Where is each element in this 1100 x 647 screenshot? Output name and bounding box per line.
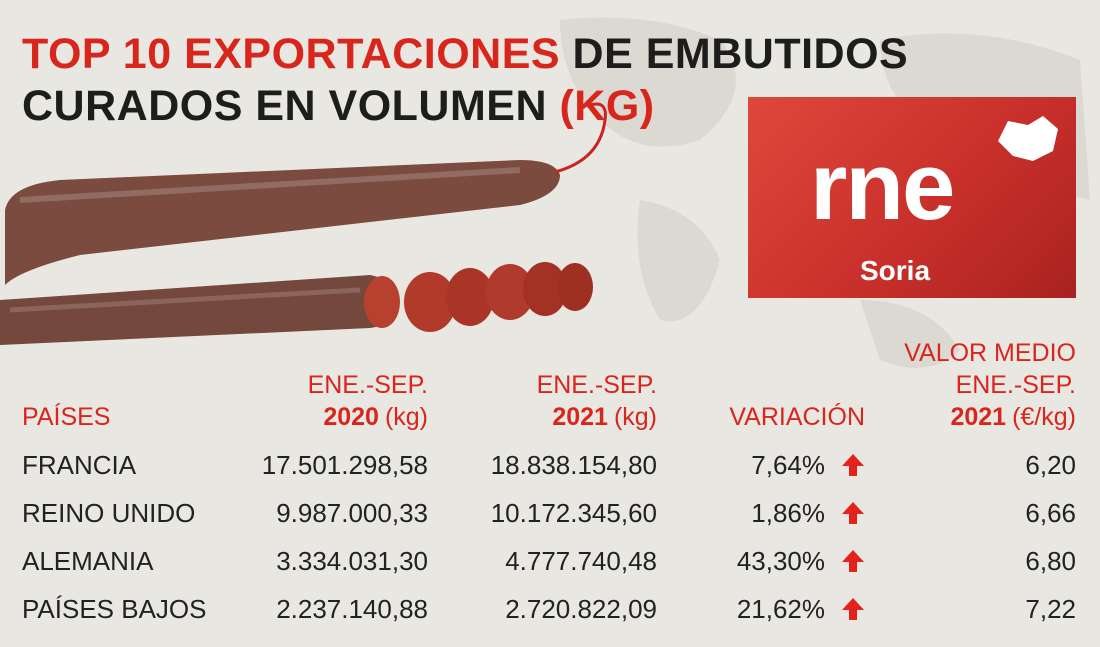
up-arrow — [842, 454, 864, 476]
logo-map — [998, 116, 1058, 161]
header-variation: VARIACIÓN — [729, 403, 865, 431]
country: PAÍSES BAJOS — [22, 594, 207, 624]
cell: 7,64% — [751, 450, 825, 480]
cell: 6,20 — [1025, 450, 1076, 480]
country: ALEMANIA — [22, 546, 154, 576]
header-unit: (€/kg) — [1012, 403, 1076, 431]
header-year: 2020 (kg) — [323, 403, 428, 432]
header-year: 2021 (€/kg) — [950, 403, 1076, 432]
cell: 6,80 — [1025, 546, 1076, 576]
header-year-number: 2020 — [323, 403, 379, 431]
up-arrow — [842, 550, 864, 572]
cell: 2.237.140,88 — [276, 594, 428, 624]
header-year-number: 2021 — [552, 403, 608, 431]
logo-brand: rne — [810, 133, 955, 240]
cell: 21,62% — [736, 594, 825, 624]
header-unit: (kg) — [384, 403, 428, 431]
cell: 6,66 — [1025, 498, 1076, 528]
header-year-number: 2021 — [950, 403, 1007, 431]
header-unit: (kg) — [613, 403, 657, 431]
header-period: ENE.-SEP. — [536, 371, 657, 399]
title-red: (KG) — [559, 82, 655, 130]
country: REINO UNIDO — [22, 498, 196, 528]
cell: 3.334.031,30 — [276, 546, 428, 576]
cell: 10.172.345,60 — [490, 498, 657, 528]
title-line-2: CURADOS EN VOLUMEN (KG) — [22, 82, 655, 131]
header-period: ENE.-SEP. — [955, 371, 1076, 399]
cell: 7,22 — [1025, 594, 1076, 624]
cell: 1,86% — [751, 498, 825, 528]
cell: 43,30% — [736, 546, 825, 576]
title-red: TOP 10 EXPORTACIONES — [22, 30, 561, 78]
country: FRANCIA — [22, 450, 137, 480]
cell: 9.987.000,33 — [276, 498, 428, 528]
title-black: CURADOS EN VOLUMEN — [22, 82, 548, 130]
sausage-top — [5, 102, 607, 285]
title-line-1: TOP 10 EXPORTACIONES DE EMBUTIDOS — [22, 30, 908, 79]
header-period: ENE.-SEP. — [307, 371, 428, 399]
logo: rne Soria — [748, 97, 1076, 298]
logo-region: Soria — [860, 255, 931, 286]
title-black: DE EMBUTIDOS — [572, 30, 909, 78]
up-arrow — [842, 598, 864, 620]
header-country: PAÍSES — [22, 403, 111, 431]
cell: 17.501.298,58 — [261, 450, 428, 480]
header-year: 2021 (kg) — [552, 403, 657, 432]
cell: 2.720.822,09 — [505, 594, 657, 624]
up-arrow — [842, 502, 864, 524]
header-label: VALOR MEDIO — [904, 339, 1076, 367]
sausage-bottom — [0, 262, 593, 345]
cell: 4.777.740,48 — [505, 546, 657, 576]
cell: 18.838.154,80 — [490, 450, 657, 480]
